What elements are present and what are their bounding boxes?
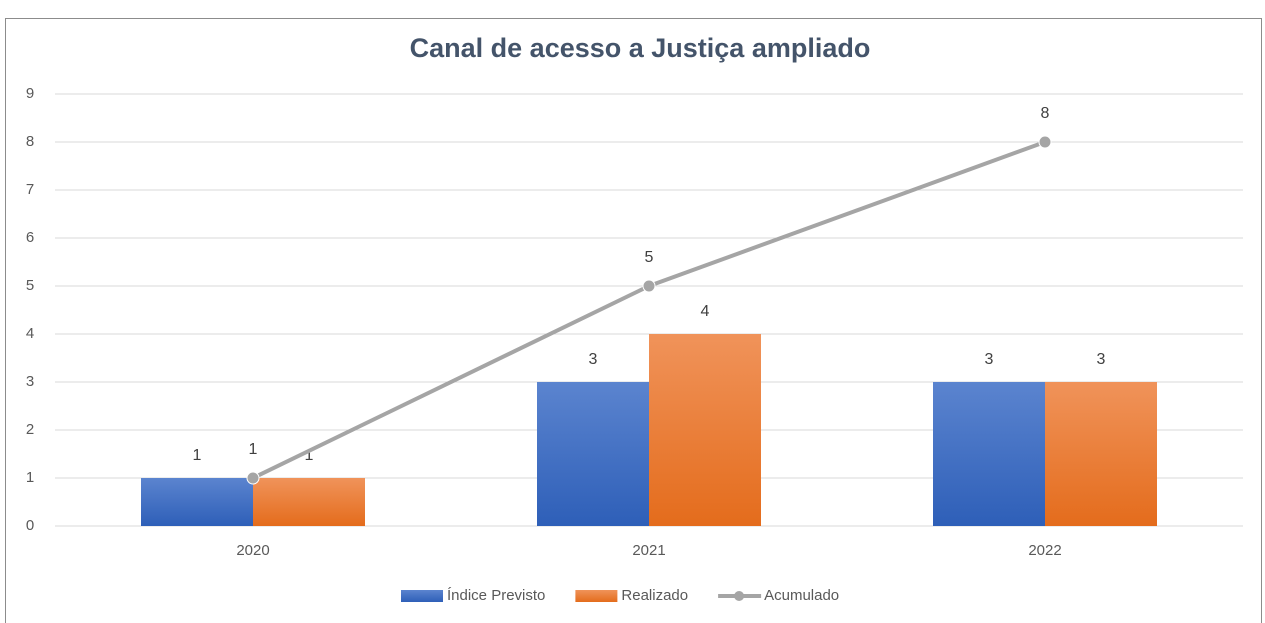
y-tick-label: 0 [26,517,34,534]
bar [141,478,253,526]
y-tick-label: 3 [26,373,34,390]
bar [649,334,761,526]
data-label: 3 [985,351,994,368]
data-label: 3 [589,351,598,368]
chart-border [5,18,1262,623]
x-tick-label: 2021 [632,542,665,559]
legend-swatch [575,590,618,602]
y-tick-label: 6 [26,229,34,246]
line-marker [1038,135,1052,149]
y-tick-label: 2 [26,421,34,438]
data-label: 5 [645,249,654,266]
bar [933,382,1045,526]
bar [253,478,365,526]
data-label: 3 [1097,351,1106,368]
y-tick-label: 4 [26,325,34,342]
data-label: 1 [193,447,202,464]
line-marker [246,471,260,485]
legend-label: Realizado [621,587,688,604]
legend-label: Índice Previsto [447,587,545,604]
y-tick-label: 8 [26,133,34,150]
line-marker [642,279,656,293]
data-label: 4 [701,303,710,320]
bar [1045,382,1157,526]
y-tick-label: 1 [26,469,34,486]
data-label: 1 [249,441,258,458]
bar [537,382,649,526]
y-tick-label: 9 [26,85,34,102]
legend-swatch [401,590,443,602]
y-tick-label: 5 [26,277,34,294]
x-tick-label: 2020 [236,542,269,559]
data-label: 8 [1041,105,1050,122]
legend-swatch [734,591,745,601]
data-label: 1 [305,447,314,464]
legend-label: Acumulado [764,587,839,604]
chart-title: Canal de acesso a Justiça ampliado [410,33,871,63]
y-tick-label: 7 [26,181,34,198]
x-tick-label: 2022 [1028,542,1061,559]
